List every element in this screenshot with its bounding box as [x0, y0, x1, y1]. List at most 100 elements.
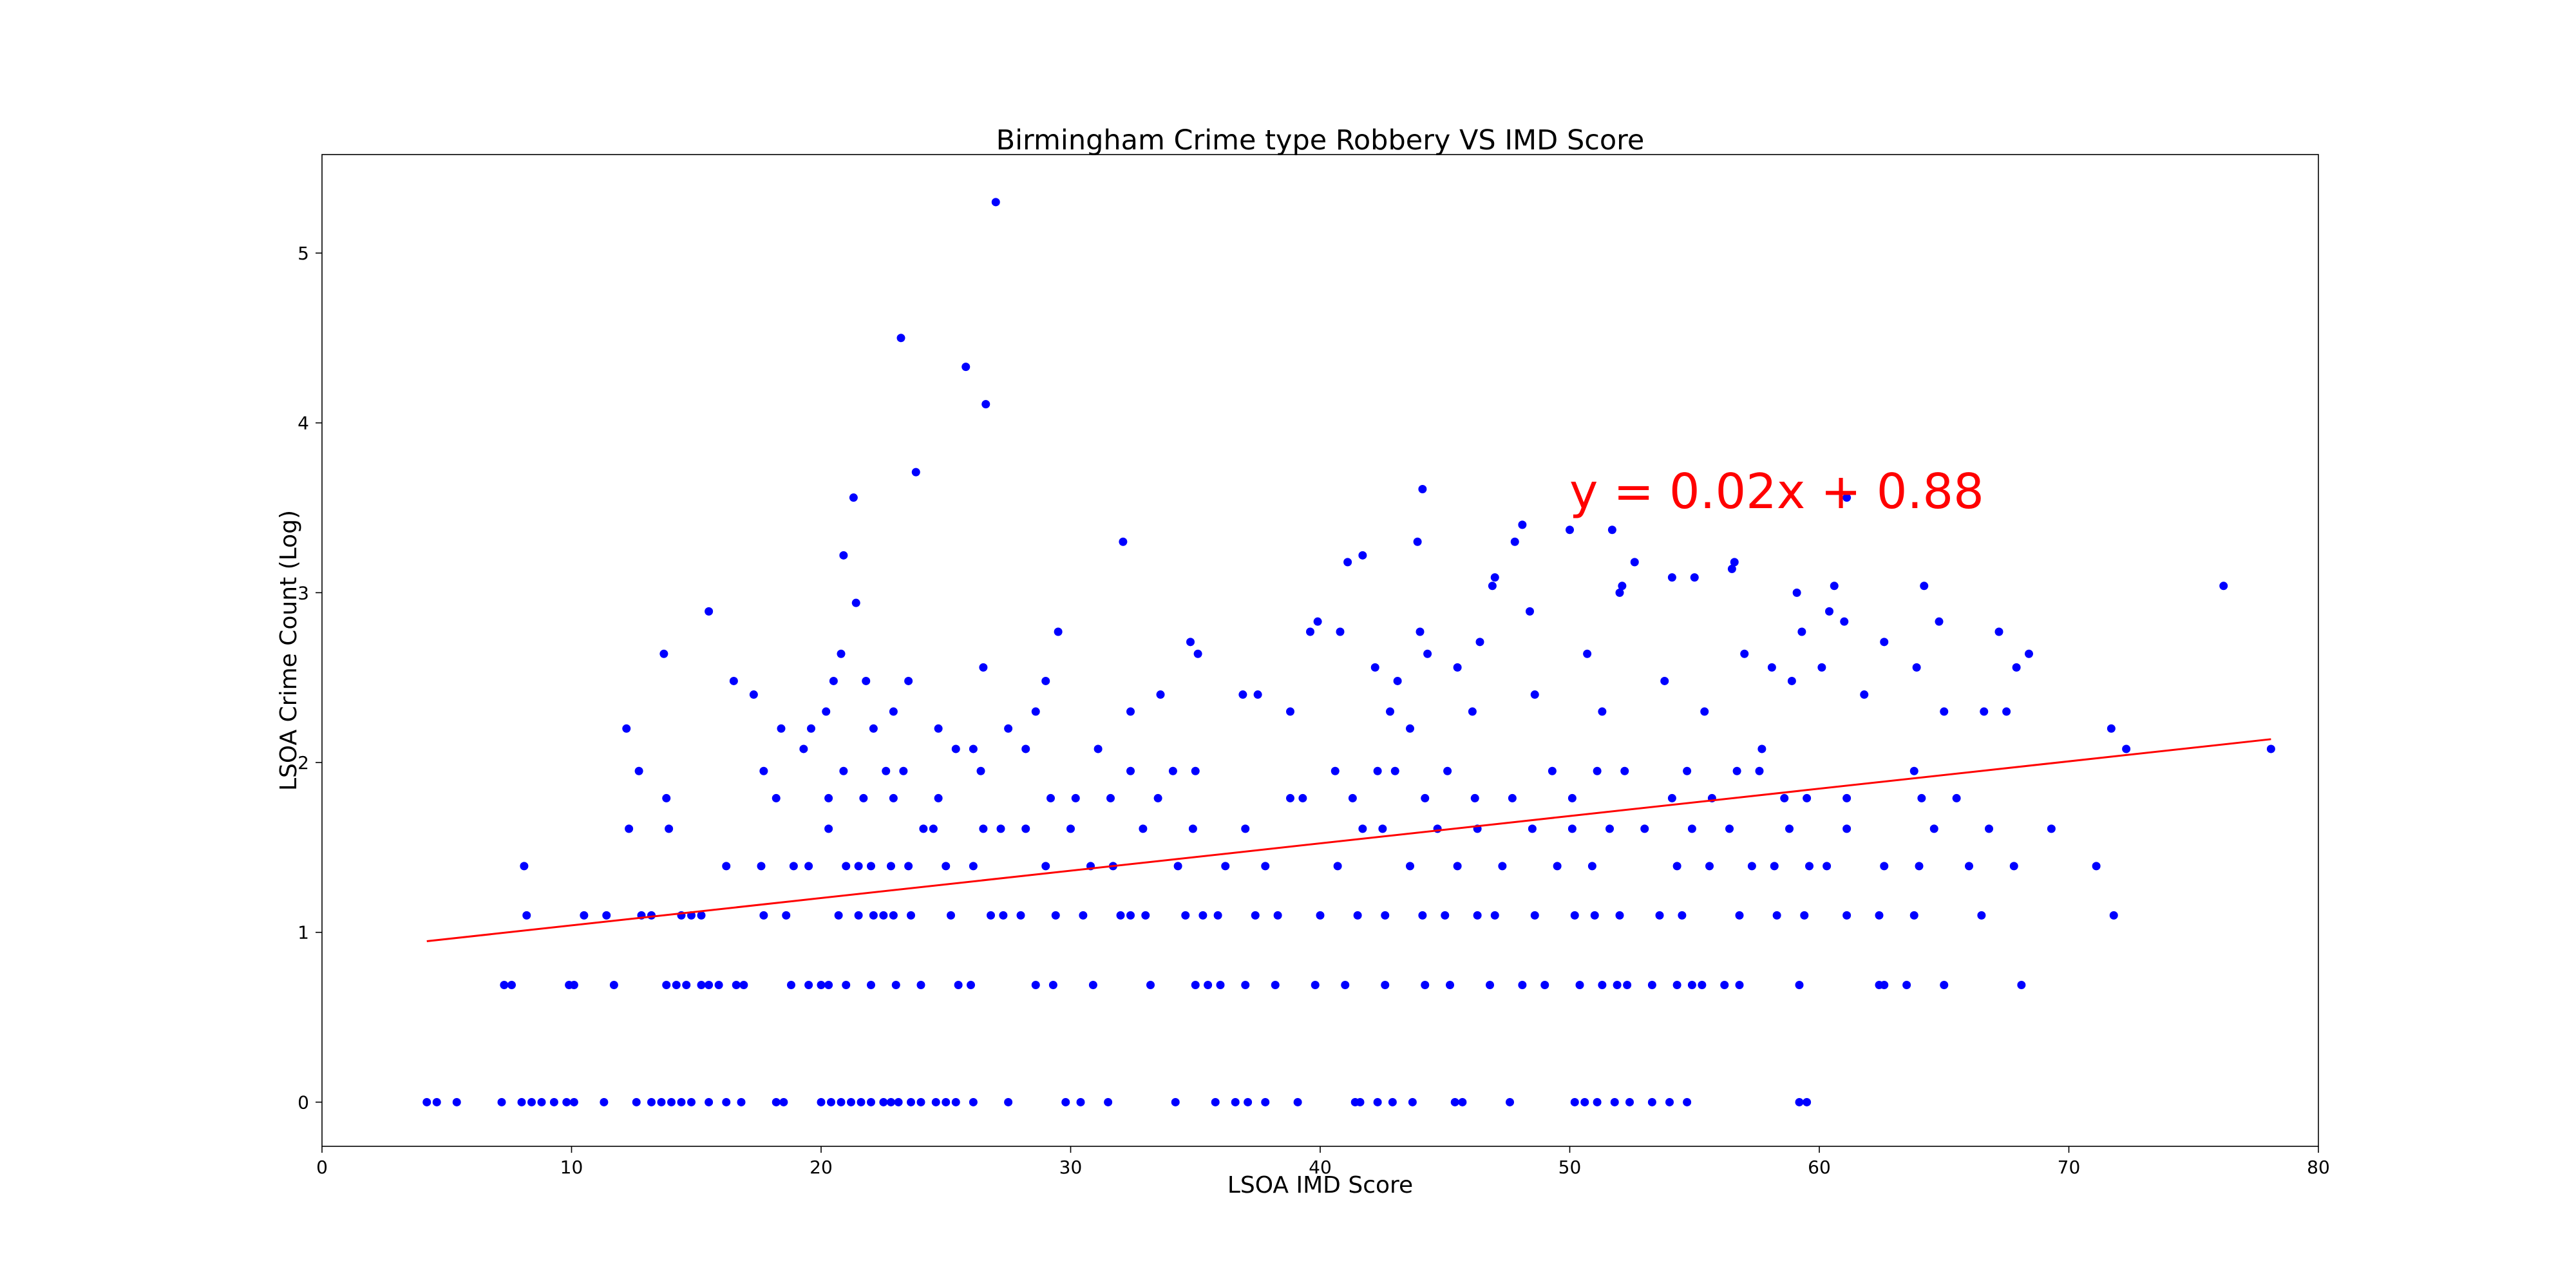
- data-point: [1985, 824, 1993, 833]
- data-point: [1139, 824, 1148, 833]
- data-point: [1770, 862, 1779, 871]
- data-point: [919, 824, 928, 833]
- data-point: [1126, 707, 1135, 716]
- data-point: [1004, 724, 1013, 733]
- data-point: [537, 1097, 546, 1106]
- data-point: [732, 980, 741, 989]
- x-tick-label: 70: [2058, 1157, 2081, 1178]
- data-point: [1316, 911, 1325, 920]
- data-point: [1094, 744, 1103, 753]
- data-point: [672, 980, 681, 989]
- x-axis-ticks: 0 10 20 30 40 50 60 70 80: [316, 1146, 2330, 1178]
- data-point: [1031, 707, 1040, 716]
- data-point: [1795, 980, 1804, 989]
- data-point: [1952, 793, 1961, 802]
- data-point: [904, 862, 913, 871]
- data-point: [1570, 911, 1579, 920]
- data-point: [705, 1097, 714, 1106]
- data-point: [569, 980, 578, 989]
- data-point: [549, 1097, 558, 1106]
- data-point: [1408, 1097, 1417, 1106]
- data-point: [1390, 766, 1399, 775]
- data-point: [1575, 980, 1584, 989]
- data-point: [1526, 607, 1534, 616]
- data-point: [2002, 707, 2011, 716]
- data-point: [737, 1097, 746, 1106]
- data-point: [854, 911, 863, 920]
- trendline: [426, 738, 2271, 943]
- y-axis-label: LSOA Crime Count (Log): [276, 510, 302, 791]
- data-point: [1381, 980, 1390, 989]
- data-point: [987, 911, 995, 920]
- data-point: [1690, 573, 1699, 582]
- data-point: [1672, 980, 1681, 989]
- data-point: [896, 334, 905, 343]
- data-point: [1241, 824, 1250, 833]
- data-point: [1251, 911, 1260, 920]
- data-point: [1615, 588, 1624, 597]
- data-point: [602, 911, 611, 920]
- data-point: [862, 676, 871, 685]
- data-point: [961, 363, 971, 372]
- data-point: [1803, 793, 1812, 802]
- data-point: [807, 724, 815, 733]
- data-point: [1153, 793, 1162, 802]
- data-point: [981, 400, 990, 409]
- data-point: [1331, 766, 1340, 775]
- data-point: [1453, 862, 1462, 871]
- data-point: [1021, 744, 1030, 753]
- data-point: [1453, 663, 1462, 672]
- data-point: [1261, 862, 1270, 871]
- data-point: [1079, 911, 1088, 920]
- data-point: [1446, 980, 1454, 989]
- data-point: [1935, 617, 1944, 626]
- data-point: [759, 766, 768, 775]
- data-point: [1311, 980, 1320, 989]
- data-point: [1687, 824, 1696, 833]
- data-point: [1630, 558, 1639, 567]
- data-point: [1705, 862, 1714, 871]
- data-point: [1231, 1097, 1240, 1106]
- data-point: [827, 1097, 835, 1106]
- data-point: [782, 911, 791, 920]
- data-point: [817, 980, 826, 989]
- data-point: [625, 824, 634, 833]
- data-point: [1875, 911, 1884, 920]
- data-point: [1795, 1097, 1804, 1106]
- data-point: [1940, 707, 1949, 716]
- data-point: [1780, 793, 1789, 802]
- data-point: [1805, 862, 1814, 871]
- data-point: [1041, 862, 1050, 871]
- data-point: [1088, 980, 1097, 989]
- data-point: [1528, 824, 1537, 833]
- data-point: [1031, 980, 1040, 989]
- data-point: [779, 1097, 788, 1106]
- data-point: [517, 1097, 526, 1106]
- y-tick-label: 4: [298, 413, 309, 434]
- data-point: [1313, 617, 1322, 626]
- data-point: [1238, 690, 1247, 699]
- data-point: [889, 911, 898, 920]
- data-point: [1116, 911, 1125, 920]
- data-point: [2025, 649, 2033, 658]
- data-point: [2219, 582, 2228, 591]
- data-point: [837, 1097, 846, 1106]
- data-point: [677, 1097, 686, 1106]
- data-point: [1508, 793, 1517, 802]
- data-point: [2017, 980, 2026, 989]
- data-point: [851, 598, 860, 607]
- data-point: [1772, 911, 1781, 920]
- data-point: [1672, 862, 1681, 871]
- data-point: [1370, 663, 1379, 672]
- data-point: [991, 198, 1000, 207]
- data-point: [1655, 911, 1664, 920]
- data-point: [1615, 911, 1624, 920]
- data-point: [942, 1097, 951, 1106]
- data-point: [1048, 980, 1057, 989]
- x-axis-label: LSOA IMD Score: [1227, 1172, 1413, 1198]
- data-point: [1381, 911, 1390, 920]
- data-point: [817, 1097, 826, 1106]
- data-point: [1823, 862, 1832, 871]
- data-point: [916, 1097, 925, 1106]
